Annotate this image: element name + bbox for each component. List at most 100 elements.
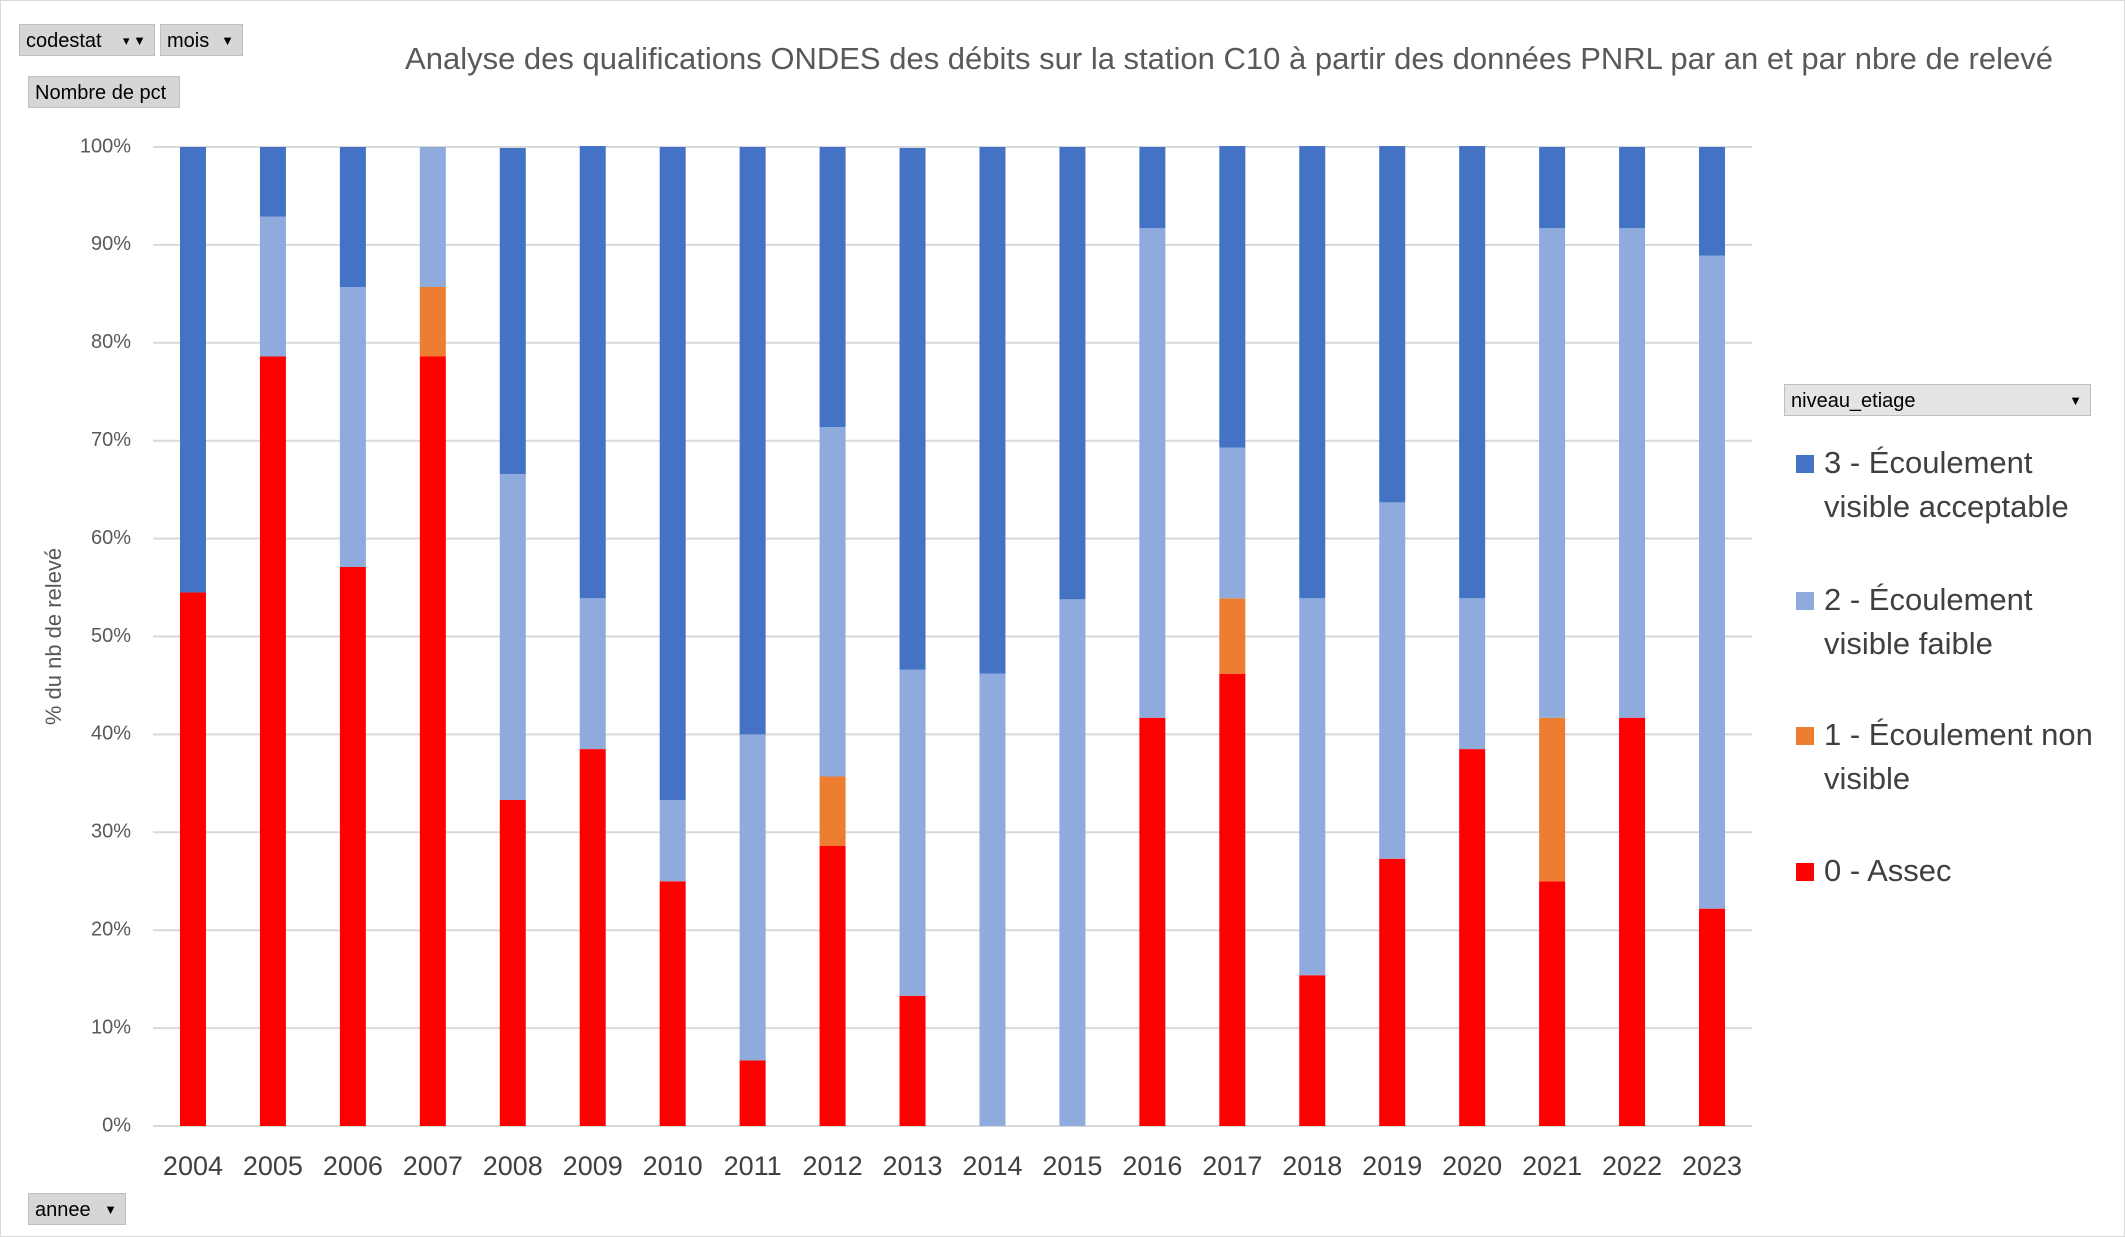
bar-segment xyxy=(739,1060,766,1126)
x-tick-label: 2022 xyxy=(1602,1151,1662,1181)
x-tick-label: 2023 xyxy=(1682,1151,1742,1181)
dropdown-arrow: ▾ ▼ xyxy=(122,33,146,48)
button-label: Nombre de pct xyxy=(35,82,167,104)
bar-segment xyxy=(819,846,846,1126)
bar-segment xyxy=(1459,146,1486,599)
bar-segment xyxy=(1379,146,1406,503)
bar-segment xyxy=(659,881,686,1126)
bar-segment xyxy=(1299,975,1326,1126)
bar-segment xyxy=(739,147,766,735)
y-tick-label: 20% xyxy=(91,918,131,940)
bar-segment xyxy=(339,286,366,567)
bar-segment xyxy=(1619,228,1646,718)
y-tick-label: 40% xyxy=(91,723,131,745)
filter-button[interactable]: codestat ▾ ▼ xyxy=(19,24,155,56)
x-tick-label: 2007 xyxy=(403,1151,463,1181)
bar-segment xyxy=(1219,673,1246,1126)
bar-segment xyxy=(899,669,926,996)
legend-field-button[interactable]: niveau_etiage ▼ xyxy=(1784,384,2091,416)
bar-segment xyxy=(1539,717,1566,882)
x-tick-label: 2015 xyxy=(1042,1151,1102,1181)
value-field-button[interactable]: Nombre de pct xyxy=(28,76,180,108)
bar-segment xyxy=(179,147,206,593)
bar-segment xyxy=(1139,147,1166,229)
button-label: niveau_etiage xyxy=(1791,390,1916,412)
x-tick-label: 2008 xyxy=(483,1151,543,1181)
bar-segment xyxy=(1699,255,1726,909)
legend-label: 2 - Écoulement visible faible xyxy=(1824,582,2033,661)
bar-segment xyxy=(739,734,766,1061)
bar-segment xyxy=(819,426,846,777)
bar-segment xyxy=(499,147,526,474)
bar-segment xyxy=(259,147,286,217)
bar-segment xyxy=(259,356,286,1127)
bar-segment xyxy=(499,799,526,1126)
x-tick-label: 2014 xyxy=(962,1151,1022,1181)
x-tick-label: 2021 xyxy=(1522,1151,1582,1181)
x-tick-label: 2009 xyxy=(563,1151,623,1181)
x-tick-label: 2011 xyxy=(724,1151,782,1181)
row-field-button[interactable]: annee ▼ xyxy=(28,1193,126,1225)
bar-segment xyxy=(419,356,446,1127)
dropdown-arrow: ▼ xyxy=(2069,393,2082,408)
bar-segment xyxy=(1059,147,1086,600)
bar-segment xyxy=(1299,598,1326,976)
bar-segment xyxy=(1219,598,1246,674)
bar-segment xyxy=(1699,908,1726,1126)
legend-entry: 2 - Écoulement visible faible xyxy=(1796,578,2096,666)
legend-label: 3 - Écoulement visible acceptable xyxy=(1824,445,2069,524)
bar-segment xyxy=(1539,881,1566,1126)
bar-segment xyxy=(259,216,286,357)
x-tick-label: 2019 xyxy=(1362,1151,1422,1181)
legend-label: 0 - Assec xyxy=(1824,853,1952,888)
y-tick-label: 100% xyxy=(80,135,131,157)
button-label: codestat xyxy=(26,30,102,52)
bar-segment xyxy=(899,147,926,670)
y-tick-label: 30% xyxy=(91,821,131,843)
bar-segment xyxy=(579,598,606,750)
bar-segment xyxy=(1219,447,1246,599)
button-label: mois xyxy=(167,30,210,52)
x-tick-label: 2012 xyxy=(803,1151,863,1181)
bar-segment xyxy=(499,473,526,800)
legend-swatch xyxy=(1796,727,1814,745)
bar-segment xyxy=(1459,749,1486,1126)
bar-segment xyxy=(1539,228,1566,718)
y-tick-label: 90% xyxy=(91,233,131,255)
legend-swatch xyxy=(1796,863,1814,881)
y-tick-label: 50% xyxy=(91,625,131,647)
bar-segment xyxy=(659,147,686,800)
bar-segment xyxy=(339,147,366,287)
y-tick-label: 0% xyxy=(102,1114,131,1136)
dropdown-arrow: ▼ xyxy=(104,1202,117,1217)
bar-segment xyxy=(339,566,366,1126)
bar-segment xyxy=(1059,599,1086,1126)
bar-segment xyxy=(659,799,686,882)
bar-segment xyxy=(899,995,926,1126)
y-tick-label: 10% xyxy=(91,1016,131,1038)
legend-swatch xyxy=(1796,592,1814,610)
legend-label: 1 - Écoulement non visible xyxy=(1824,717,2093,796)
chart-title: Analyse des qualifications ONDES des déb… xyxy=(405,41,2053,76)
legend-entry: 3 - Écoulement visible acceptable xyxy=(1796,441,2096,529)
x-tick-label: 2006 xyxy=(323,1151,383,1181)
bar-segment xyxy=(1619,147,1646,229)
bar-segment xyxy=(819,147,846,427)
bar-segment xyxy=(419,147,446,287)
bar-segment xyxy=(1219,146,1246,448)
bar-segment xyxy=(419,286,446,357)
legend-entry: 0 - Assec xyxy=(1796,849,2096,893)
bar-segment xyxy=(1139,228,1166,718)
legend-swatch xyxy=(1796,455,1814,473)
x-tick-label: 2013 xyxy=(882,1151,942,1181)
x-tick-label: 2020 xyxy=(1442,1151,1502,1181)
y-tick-label: 80% xyxy=(91,331,131,353)
dropdown-arrow: ▼ xyxy=(221,33,234,48)
bar-segment xyxy=(1379,858,1406,1126)
bar-segment xyxy=(579,146,606,599)
bar-segment xyxy=(1459,598,1486,750)
filter-button[interactable]: mois ▼ xyxy=(160,24,243,56)
x-tick-label: 2017 xyxy=(1202,1151,1262,1181)
bar-segment xyxy=(1539,147,1566,229)
